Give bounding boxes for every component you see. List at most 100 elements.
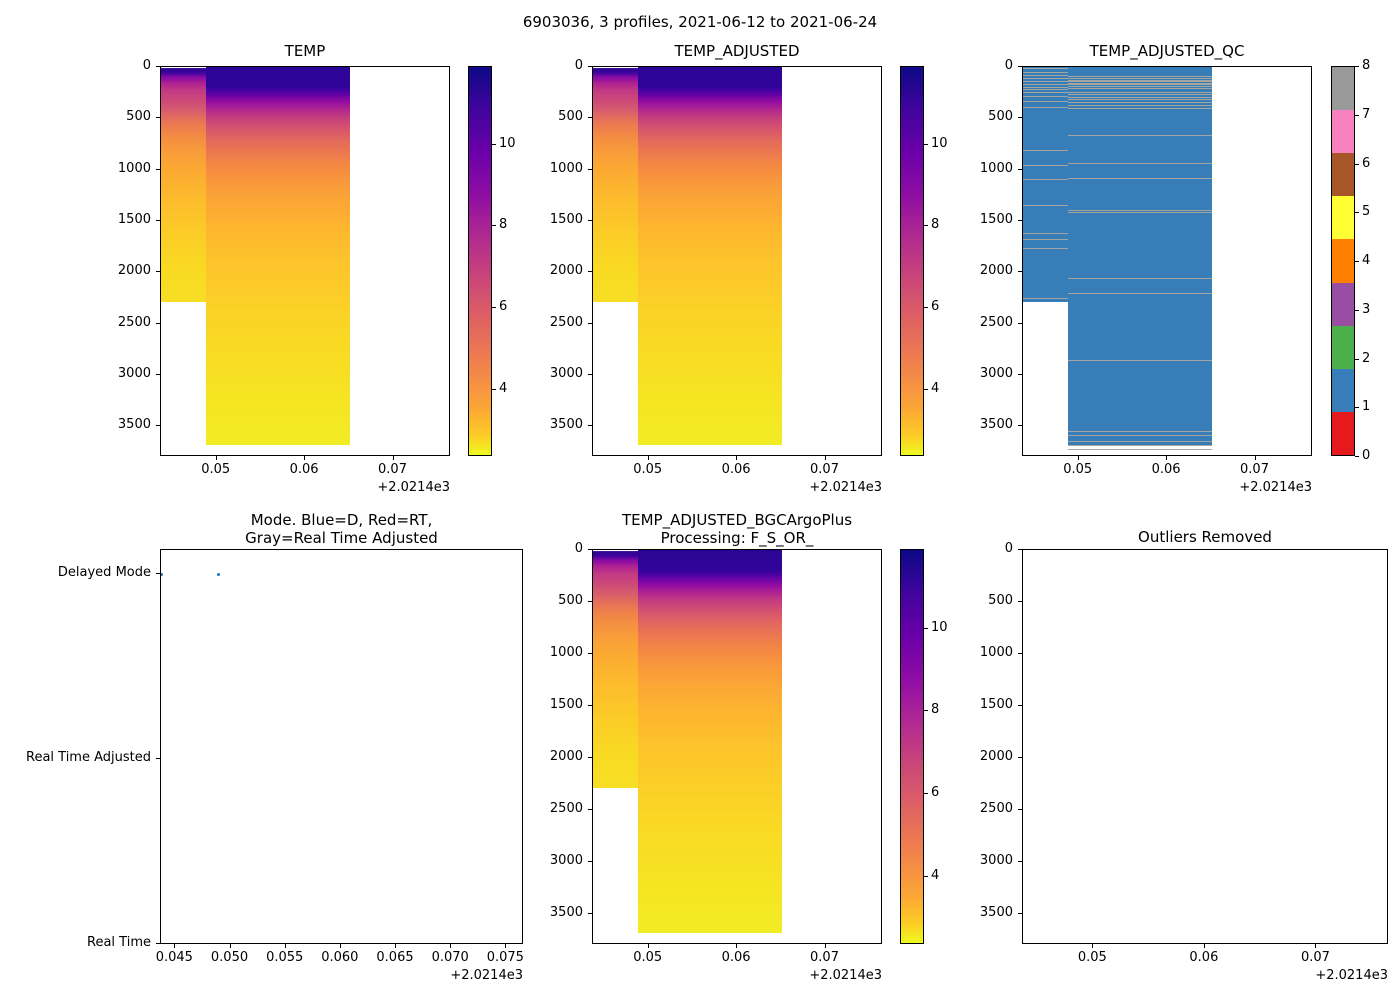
y-tick-mark bbox=[1018, 549, 1022, 550]
x-tick-mark bbox=[284, 944, 286, 948]
x-tick-mark bbox=[1092, 944, 1094, 948]
y-tick-mark bbox=[156, 373, 160, 375]
y-tick-label: 3000 bbox=[979, 852, 1013, 868]
y-tick-label: 500 bbox=[126, 109, 151, 125]
y-tick-label: 1000 bbox=[549, 644, 583, 660]
qc-missing-line bbox=[1067, 440, 1212, 442]
temperature-colorbar bbox=[900, 66, 924, 456]
x-tick-mark bbox=[647, 456, 649, 460]
y-tick-mark bbox=[1018, 168, 1022, 170]
mode-point bbox=[523, 573, 524, 576]
heatmap-column-2 bbox=[637, 67, 782, 445]
colorbar-tick-label: 6 bbox=[931, 785, 940, 801]
mode-point bbox=[161, 572, 163, 576]
qc-missing-line bbox=[1067, 278, 1212, 280]
qc-missing-line bbox=[1067, 81, 1212, 83]
y-tick-mark bbox=[588, 322, 592, 324]
x-tick-mark bbox=[1203, 944, 1205, 948]
x-tick-label: 0.07 bbox=[378, 462, 407, 477]
y-tick-label: 3000 bbox=[979, 365, 1013, 381]
qc-column-2 bbox=[1067, 67, 1212, 445]
x-tick-label: 0.055 bbox=[266, 950, 304, 965]
y-tick-label: 0 bbox=[574, 541, 583, 556]
subplot-title-bgc-line2: Processing: F_S_OR_ bbox=[660, 529, 814, 547]
y-tick-mark bbox=[588, 425, 592, 427]
qc-missing-line bbox=[1067, 359, 1212, 361]
qc-column-1 bbox=[1023, 67, 1068, 302]
y-tick-label: 500 bbox=[988, 592, 1013, 608]
qc-missing-line bbox=[1023, 68, 1068, 70]
y-tick-label: 2000 bbox=[979, 748, 1013, 764]
x-tick-label: 0.06 bbox=[1189, 950, 1219, 965]
y-tick-label: 2000 bbox=[117, 263, 151, 279]
qc-missing-line bbox=[1067, 209, 1212, 211]
y-tick-label: 1500 bbox=[117, 211, 151, 227]
x-tick-label: 0.06 bbox=[1151, 462, 1181, 477]
y-tick-label: 3500 bbox=[979, 904, 1013, 920]
y-tick-label: 3000 bbox=[549, 852, 583, 868]
y-tick-label: 500 bbox=[558, 109, 583, 125]
qc-missing-line bbox=[1023, 89, 1068, 91]
y-tick-label: 1000 bbox=[117, 160, 151, 176]
y-tick-label: Real Time bbox=[87, 935, 151, 951]
y-tick-mark bbox=[156, 757, 160, 759]
x-tick-mark bbox=[647, 944, 649, 948]
qc-missing-line bbox=[1067, 92, 1212, 94]
colorbar-tick-label: 6 bbox=[1362, 155, 1371, 171]
y-tick-mark bbox=[1018, 117, 1022, 119]
x-tick-mark bbox=[824, 456, 826, 460]
colorbar-tick-label: 6 bbox=[499, 298, 508, 314]
y-tick-mark bbox=[588, 219, 592, 221]
qc-missing-line bbox=[1067, 82, 1212, 84]
qc-missing-line bbox=[1067, 448, 1212, 450]
y-tick-mark bbox=[588, 373, 592, 375]
x-tick-label: 0.050 bbox=[210, 950, 249, 965]
y-tick-mark bbox=[588, 549, 592, 550]
y-tick-mark bbox=[156, 271, 160, 273]
x-tick-mark bbox=[824, 944, 826, 948]
colorbar-tick-mark bbox=[492, 388, 496, 390]
colorbar-tick-label: 3 bbox=[1362, 301, 1371, 317]
qc-missing-line bbox=[1067, 212, 1212, 214]
plot-area bbox=[592, 66, 882, 456]
x-tick-label: 0.070 bbox=[431, 950, 469, 965]
subplot-title-bgc: TEMP_ADJUSTED_BGCArgoPlus Processing: F_… bbox=[592, 511, 882, 547]
y-tick-label: 3500 bbox=[549, 904, 583, 920]
colorbar-tick-label: 2 bbox=[1362, 350, 1371, 366]
plot-area bbox=[1022, 549, 1388, 944]
y-tick-mark bbox=[1018, 66, 1022, 67]
y-tick-mark bbox=[1018, 756, 1022, 758]
y-tick-label: 2000 bbox=[549, 748, 583, 764]
y-tick-label: 1500 bbox=[549, 211, 583, 227]
subplot-title-temp: TEMP bbox=[284, 42, 326, 60]
y-tick-mark bbox=[156, 425, 160, 427]
y-tick-label: 0 bbox=[574, 58, 583, 73]
x-tick-label: 0.07 bbox=[810, 950, 839, 965]
qc-missing-line bbox=[1067, 96, 1212, 98]
y-tick-label: 3000 bbox=[117, 365, 151, 381]
y-tick-label: 1000 bbox=[549, 160, 583, 176]
colorbar-tick-label: 0 bbox=[1362, 448, 1371, 463]
y-tick-mark bbox=[1018, 373, 1022, 375]
colorbar-tick-label: 8 bbox=[931, 702, 940, 718]
qc-missing-line bbox=[1067, 177, 1212, 179]
subplot-title-temp-adjusted-qc: TEMP_ADJUSTED_QC bbox=[1089, 42, 1245, 60]
x-tick-label: 0.07 bbox=[810, 462, 839, 477]
colorbar-tick-label: 5 bbox=[1362, 204, 1371, 220]
x-tick-mark bbox=[215, 456, 217, 460]
qc-missing-line bbox=[1023, 83, 1068, 85]
colorbar-tick-mark bbox=[924, 143, 928, 145]
y-tick-label: 2000 bbox=[979, 263, 1013, 279]
y-tick-mark bbox=[156, 168, 160, 170]
y-tick-label: 1500 bbox=[979, 211, 1013, 227]
colorbar-tick-mark bbox=[1355, 407, 1359, 409]
x-tick-label: 0.045 bbox=[155, 950, 193, 965]
heatmap-column-1 bbox=[161, 67, 206, 302]
colorbar-tick-label: 8 bbox=[499, 217, 508, 233]
y-tick-mark bbox=[156, 573, 160, 575]
colorbar-tick-mark bbox=[1355, 456, 1359, 457]
qc-missing-line bbox=[1023, 77, 1068, 79]
qc-missing-line bbox=[1067, 292, 1212, 294]
y-tick-mark bbox=[588, 756, 592, 758]
qc-missing-line bbox=[1023, 247, 1068, 249]
